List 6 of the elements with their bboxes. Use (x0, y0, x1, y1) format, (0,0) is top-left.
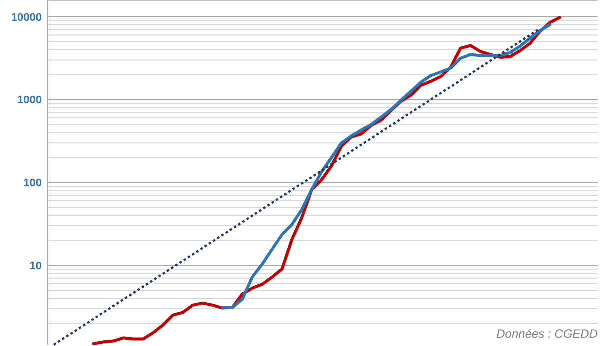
y-tick-label: 100 (24, 178, 42, 190)
line-series (221, 23, 552, 310)
annotation: Données : CGEDD (496, 327, 598, 341)
y-tick-label: 1000 (18, 94, 42, 107)
y-tick-label: 10000 (11, 12, 42, 24)
y-tick-label: 10 (30, 260, 42, 272)
